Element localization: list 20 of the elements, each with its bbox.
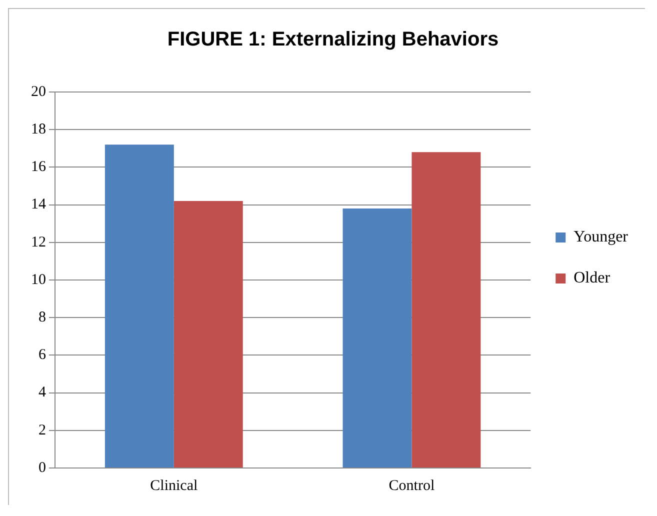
y-tick-label: 8 [38,310,46,326]
y-tick-label: 4 [38,384,46,401]
y-tick-label: 14 [31,196,46,213]
bar [174,201,243,468]
x-tick-label: Clinical [150,478,198,494]
y-tick-label: 20 [31,84,46,100]
legend-label: Younger [574,228,629,246]
y-tick-label: 16 [31,159,46,176]
y-tick-label: 2 [38,422,46,438]
y-tick-label: 6 [38,347,46,364]
y-tick-label: 12 [31,234,46,250]
bar [342,208,412,468]
x-tick-label: Control [388,478,435,494]
legend-label: Older [574,270,611,287]
y-tick-label: 18 [31,122,46,138]
y-tick-label: 10 [31,272,46,288]
bar [104,144,174,468]
chart-title: FIGURE 1: Externalizing Behaviors [167,28,499,51]
bar [412,152,481,468]
y-tick-label: 0 [38,460,46,476]
